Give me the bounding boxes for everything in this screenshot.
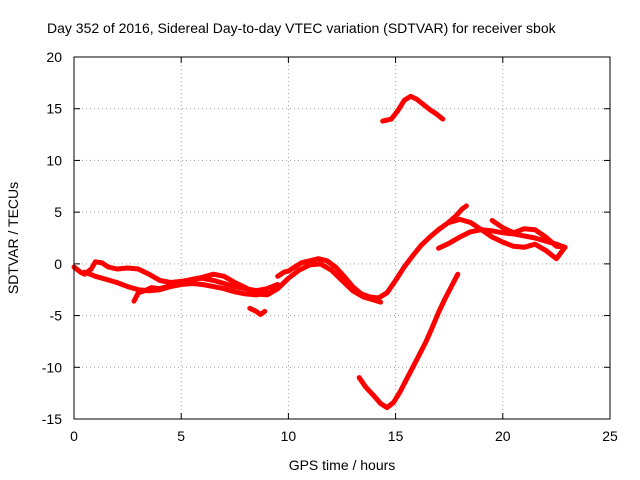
grid bbox=[74, 57, 610, 419]
x-tick-label: 10 bbox=[281, 428, 297, 444]
series-track-6 bbox=[380, 93, 446, 124]
plot-frame bbox=[73, 56, 611, 420]
y-tick-label: 0 bbox=[54, 256, 62, 272]
axis-ticks: 0 5 10 15 20 25 -15 -10 -5 0 5 10 15 20 bbox=[42, 49, 618, 444]
x-tick-label: 5 bbox=[177, 428, 185, 444]
x-tick-label: 25 bbox=[602, 428, 618, 444]
series-track-4 bbox=[275, 203, 469, 301]
y-tick-label: 5 bbox=[54, 204, 62, 220]
series-track-9 bbox=[446, 216, 568, 262]
series-track-1 bbox=[71, 259, 281, 294]
x-axis-label: GPS time / hours bbox=[289, 457, 396, 473]
y-axis-label: SDTVAR / TECUs bbox=[5, 182, 21, 294]
series-track-7 bbox=[247, 305, 268, 317]
x-tick-label: 15 bbox=[388, 428, 404, 444]
series-track-3 bbox=[131, 261, 384, 305]
y-tick-label: 10 bbox=[46, 152, 62, 168]
x-tick-label: 0 bbox=[70, 428, 78, 444]
y-tick-label: 20 bbox=[46, 49, 62, 65]
chart-title: Day 352 of 2016, Sidereal Day-to-day VTE… bbox=[47, 20, 557, 36]
y-tick-label: -15 bbox=[42, 411, 62, 427]
y-tick-label: 15 bbox=[46, 101, 62, 117]
series-track-5 bbox=[356, 271, 461, 411]
y-tick-label: -5 bbox=[50, 308, 63, 324]
y-tick-label: -10 bbox=[42, 359, 62, 375]
data-series bbox=[71, 93, 568, 411]
series-track-8 bbox=[436, 227, 568, 251]
series-track-10 bbox=[489, 217, 568, 250]
x-tick-label: 20 bbox=[495, 428, 511, 444]
